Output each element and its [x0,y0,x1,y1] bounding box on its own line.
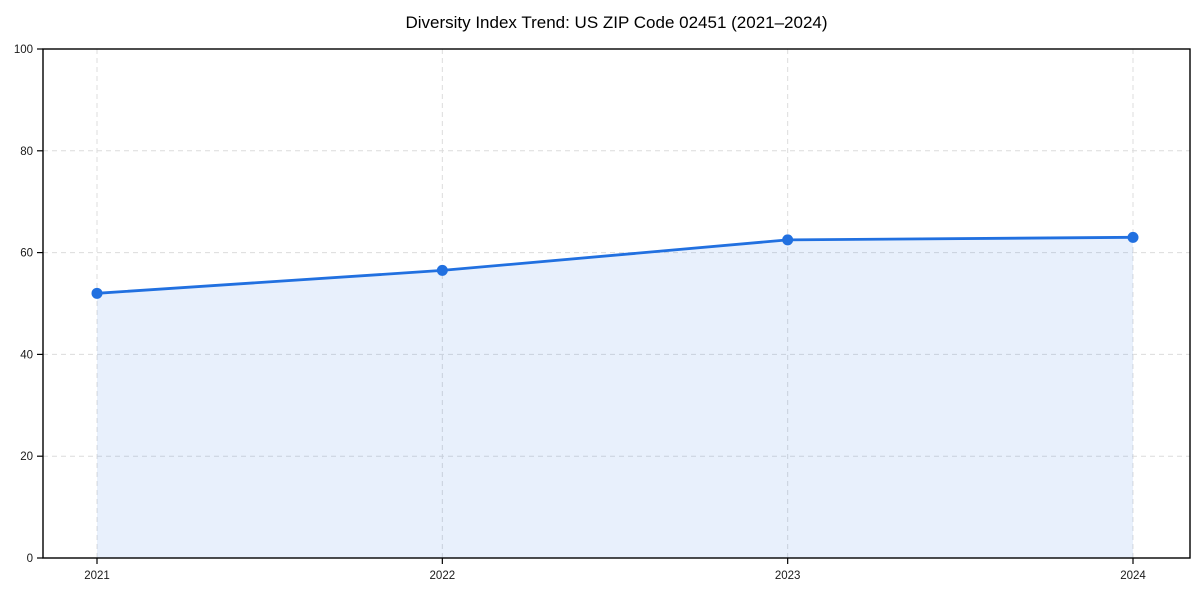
y-tick-label: 0 [27,553,33,565]
data-point-marker [782,234,794,246]
x-tick-label: 2024 [1120,570,1146,582]
axis-frame [42,48,1191,559]
y-tick-label: 40 [20,349,33,361]
x-tick-label: 2022 [430,570,456,582]
y-tick-label: 80 [20,146,33,158]
chart-title: Diversity Index Trend: US ZIP Code 02451… [405,13,828,32]
x-tick-label: 2023 [775,570,801,582]
y-tick-label: 20 [20,451,33,463]
trend-line [95,235,1135,295]
y-tick-label: 60 [20,248,33,260]
y-tick-label: 100 [14,44,33,56]
x-tick-label: 2021 [84,570,110,582]
data-point-marker [1127,231,1139,243]
data-point-marker [91,287,103,299]
data-point-marker [436,264,448,276]
area-fill [97,237,1133,558]
